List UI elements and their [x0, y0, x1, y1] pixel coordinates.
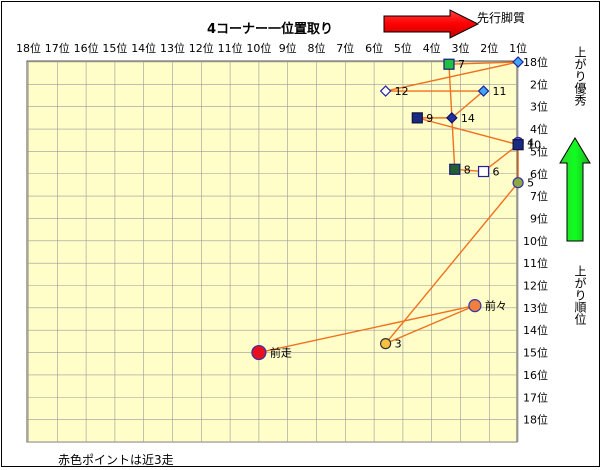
connector-line [385, 182, 519, 345]
connector-line [483, 144, 519, 173]
x-tick-label: 3位 [452, 41, 470, 55]
point-label: 5 [527, 177, 534, 190]
point-label: 8 [464, 163, 471, 176]
point-11 [477, 85, 490, 97]
point-前々 [468, 299, 482, 313]
y-tick-label: 18位 [523, 55, 548, 69]
x-tick-label: 9位 [279, 41, 297, 55]
y-tick-label: 6位 [530, 167, 548, 181]
y-tick-labels: 18位 2位 3位 4位 5位 6位 7位 9位 10位 11位 12位 13位 14位 15位 16位 17… [523, 55, 548, 427]
y-tick-label: 12位 [523, 279, 548, 293]
x-tick-label: 14位 [131, 41, 156, 55]
x-tick-label: 15位 [102, 41, 127, 55]
grid [27, 61, 519, 443]
y-tick-label: 9位 [530, 211, 548, 225]
point-8 [449, 163, 461, 175]
point-14 [446, 112, 458, 124]
x-tick-label: 11位 [218, 41, 243, 55]
connector-line [385, 304, 476, 345]
point-label: 9 [426, 112, 433, 125]
y-tick-label: 17位 [523, 390, 548, 404]
connector-line [448, 61, 519, 65]
point-label: 前走 [270, 346, 292, 360]
point-3 [380, 338, 392, 350]
connector-line [417, 117, 519, 146]
x-tick-label: 13位 [160, 41, 185, 55]
y-tick-label: 2位 [530, 77, 548, 91]
point-label: 6 [493, 166, 500, 179]
point-top [512, 56, 524, 68]
point-label: 3 [395, 338, 402, 351]
y-tick-label: 5位 [530, 144, 548, 158]
x-tick-label: 2位 [480, 41, 498, 55]
connector-line [385, 61, 519, 92]
x-tick-label: 1位 [509, 41, 527, 55]
point-label: 7 [458, 58, 465, 71]
y-tick-label: 3位 [530, 100, 548, 114]
x-tick-label: 17位 [45, 41, 70, 55]
plot-area [26, 60, 518, 443]
x-tick-label: 18位 [16, 41, 41, 55]
arrow-up-label: 上がり優秀 [573, 46, 587, 106]
point-label: 11 [493, 85, 507, 98]
data-points [251, 56, 524, 361]
y-tick-label: 13位 [523, 301, 548, 315]
x-tick-label: 10位 [246, 41, 271, 55]
point-5 [512, 177, 524, 189]
point-12 [379, 85, 392, 97]
chart-title: 4コーナー一位置取り [207, 21, 333, 37]
y-tick-label: 10位 [523, 234, 548, 248]
x-tick-label: 4位 [423, 41, 441, 55]
x-tick-label: 5位 [394, 41, 412, 55]
arrow-right-icon [383, 9, 480, 39]
footnote: 赤色ポイントは近3走 [58, 453, 174, 467]
x-tick-label: 7位 [336, 41, 354, 55]
arrow-right-label: 先行脚質 [477, 10, 525, 25]
point-label: 14 [461, 112, 475, 125]
y-tick-label: 15位 [523, 346, 548, 360]
connecting-lines [258, 61, 519, 354]
y-tick-label: 4位 [530, 122, 548, 136]
point-10 [512, 139, 524, 151]
point-7 [443, 58, 455, 70]
point-label: 4 [527, 136, 534, 149]
y-axis-label: 上がり順位 [573, 265, 587, 325]
x-tick-labels: 18位 17位 16位 15位 14位 13位 12位 11位 10位 9位 8位 7位 6位 5位 4位 3… [16, 41, 527, 55]
y-tick-label: 18位 [523, 413, 548, 427]
point-9 [411, 112, 423, 124]
point-label: 12 [395, 85, 409, 98]
connector-line [451, 90, 484, 119]
point-label: 前々 [485, 299, 507, 313]
arrow-up-shape [559, 137, 591, 242]
y-tick-label: 16位 [523, 368, 548, 382]
point-前走 [251, 344, 267, 361]
x-tick-label: 6位 [365, 41, 383, 55]
x-tick-label: 12位 [189, 41, 214, 55]
connector-line [258, 304, 476, 354]
x-tick-label: 16位 [74, 41, 99, 55]
point-labels: 前走 前々 3 4 5 6 7 8 9 10 11 12 14 [270, 58, 541, 359]
y-tick-label: 14位 [523, 323, 548, 337]
x-tick-label: 8位 [308, 41, 326, 55]
y-tick-label: 11位 [523, 256, 548, 270]
point-label: 10 [527, 139, 541, 152]
point-6 [477, 165, 490, 178]
y-tick-label: 7位 [530, 189, 548, 203]
